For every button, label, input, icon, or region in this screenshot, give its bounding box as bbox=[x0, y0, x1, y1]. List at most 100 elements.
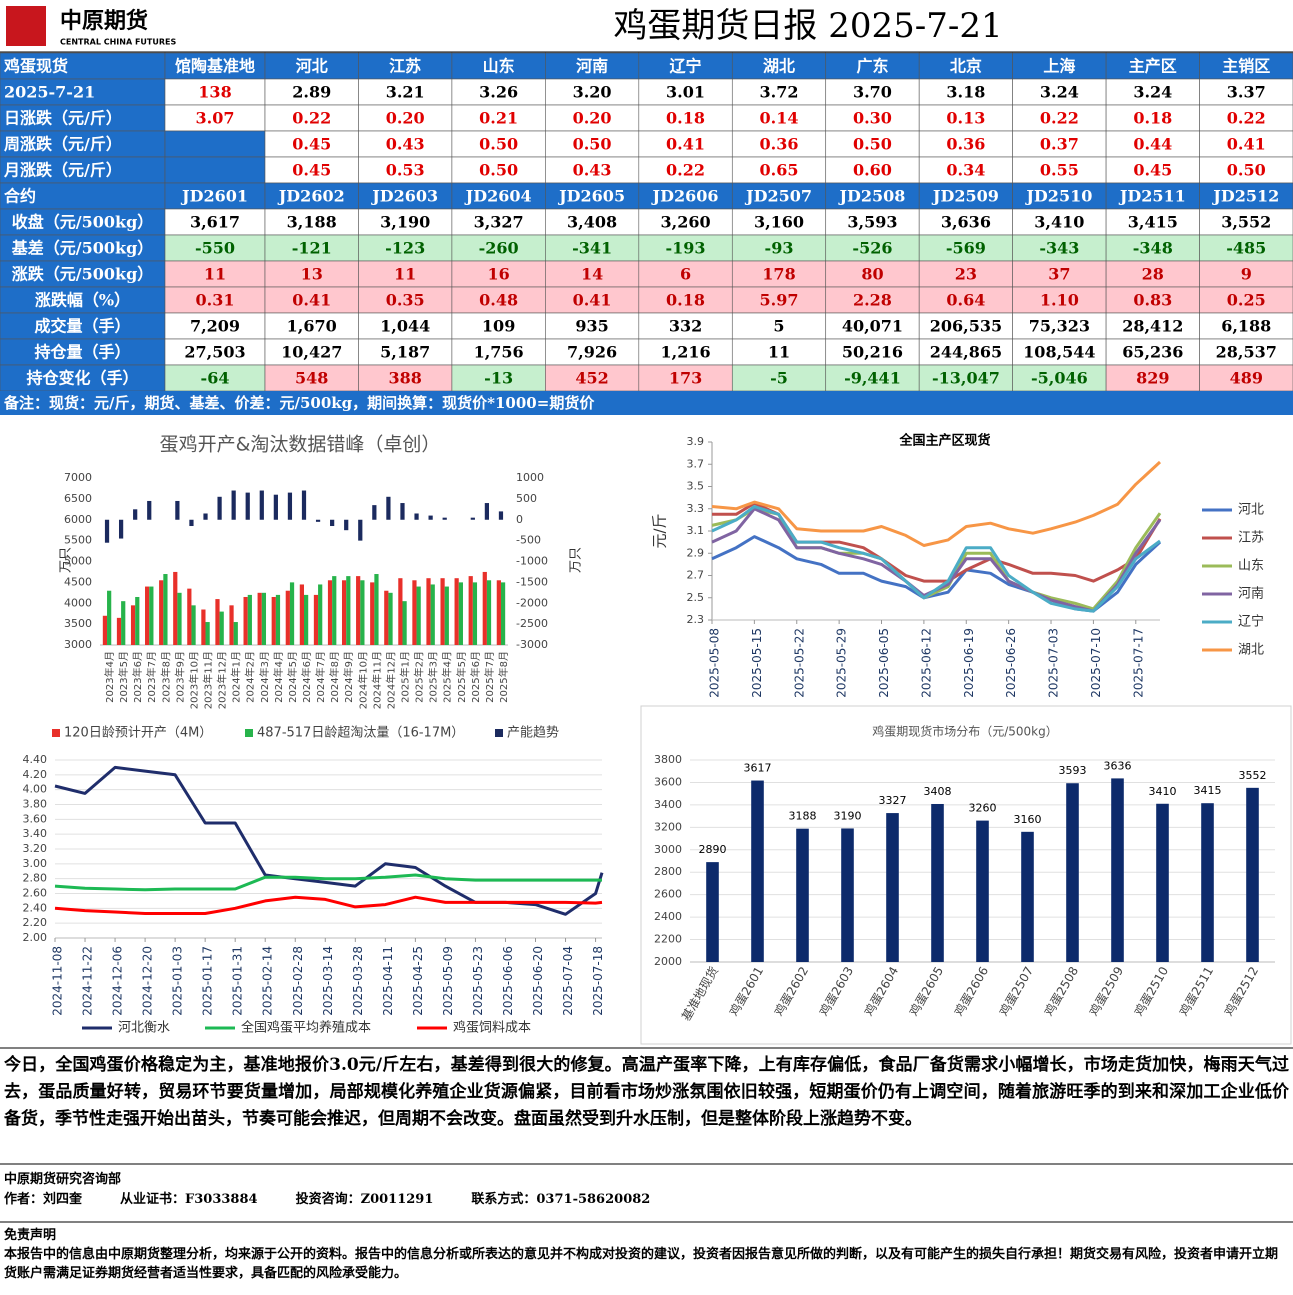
cell-text: 北京 bbox=[950, 57, 982, 76]
bar bbox=[107, 590, 112, 645]
bar bbox=[159, 580, 164, 645]
table-cell bbox=[1012, 234, 1107, 262]
cell-text: 2.89 bbox=[292, 83, 331, 102]
y2-tick-label: 0 bbox=[516, 513, 523, 526]
cell-text: 3.70 bbox=[853, 83, 892, 102]
cell-text: 馆陶基准地 bbox=[175, 57, 255, 76]
bar bbox=[386, 496, 391, 520]
bar bbox=[976, 820, 989, 962]
y-tick-label: 3.7 bbox=[687, 457, 705, 470]
x-tick-label: 2025-05-23 bbox=[471, 946, 485, 1016]
table-cell bbox=[731, 338, 827, 366]
bar bbox=[1246, 787, 1259, 962]
x-tick-label: 2023年5月 bbox=[117, 651, 130, 703]
x-tick-label: 2023年6月 bbox=[131, 651, 144, 703]
y-tick-label: 3600 bbox=[654, 775, 682, 788]
x-tick-label: 2025-06-06 bbox=[501, 946, 515, 1016]
cell-text: 主销区 bbox=[1222, 57, 1270, 76]
table-cell bbox=[731, 78, 827, 106]
table-cell bbox=[731, 260, 827, 288]
bar bbox=[304, 594, 309, 645]
cell-text: 388 bbox=[388, 369, 421, 388]
bar bbox=[1201, 803, 1214, 962]
chart-frame bbox=[640, 705, 1292, 1045]
x-tick-label: 2025-06-26 bbox=[1004, 628, 1018, 698]
cell-text: 0.41 bbox=[292, 291, 331, 310]
cell-text: -343 bbox=[1039, 239, 1079, 258]
bar bbox=[796, 828, 809, 962]
y-tick-label: 5500 bbox=[64, 534, 92, 547]
table-cell bbox=[264, 130, 359, 158]
y-tick-label: 2600 bbox=[654, 888, 682, 901]
table-cell bbox=[545, 208, 640, 236]
y-tick-label: 2.20 bbox=[23, 916, 48, 929]
cell-text: -93 bbox=[765, 239, 794, 258]
cell-text: 3.37 bbox=[1227, 83, 1266, 102]
logo-en: CENTRAL CHINA FUTURES bbox=[60, 38, 176, 47]
y-tick-label: 4000 bbox=[64, 596, 92, 609]
cell-text: 3.20 bbox=[573, 83, 612, 102]
table-cell bbox=[545, 286, 640, 314]
bar bbox=[315, 519, 321, 522]
table-cell bbox=[0, 312, 166, 340]
table-cell bbox=[264, 312, 359, 340]
note-bar bbox=[0, 391, 1293, 415]
cell-text: 2.28 bbox=[853, 291, 892, 310]
bar bbox=[175, 500, 180, 520]
bar bbox=[341, 580, 347, 645]
table-cell bbox=[264, 182, 359, 210]
x-tick-label: 2025-06-12 bbox=[919, 628, 933, 698]
cell-text: 37 bbox=[1048, 265, 1070, 284]
y-tick-label: 2.40 bbox=[23, 901, 48, 914]
table-cell bbox=[264, 260, 359, 288]
table-cell bbox=[731, 156, 827, 184]
x-tick-label: 2025-04-11 bbox=[381, 946, 395, 1016]
cell-text: 0.18 bbox=[1133, 109, 1172, 128]
bar bbox=[219, 611, 224, 645]
cell-text: 3.18 bbox=[946, 83, 985, 102]
contact: 联系方式：0371-58620082 bbox=[471, 1192, 651, 1207]
cell-text: 0.18 bbox=[666, 109, 705, 128]
cell-text: JD2509 bbox=[931, 187, 999, 206]
y2-tick-label: -500 bbox=[516, 534, 541, 547]
bar bbox=[191, 605, 196, 645]
table-cell bbox=[164, 208, 266, 236]
table-cell bbox=[545, 78, 640, 106]
table-cell bbox=[1012, 182, 1107, 210]
table-cell bbox=[1012, 208, 1107, 236]
x-tick-label: 2024年5月 bbox=[286, 651, 299, 703]
cell-text: 0.41 bbox=[1227, 135, 1266, 154]
data-label: 3617 bbox=[744, 762, 772, 775]
cell-text: 0.45 bbox=[292, 135, 331, 154]
cell-text: -485 bbox=[1226, 239, 1266, 258]
table-cell bbox=[918, 260, 1013, 288]
cell-text: 上海 bbox=[1043, 57, 1075, 76]
cell-text: 河南 bbox=[576, 57, 608, 76]
cell-text: -260 bbox=[479, 239, 519, 258]
table-cell bbox=[1105, 52, 1200, 80]
table-cell bbox=[918, 338, 1013, 366]
cell-text: 3,190 bbox=[380, 213, 430, 232]
y-tick-label: 3.80 bbox=[23, 798, 48, 811]
table-cell bbox=[358, 286, 453, 314]
x-tick-label: 2025-05-22 bbox=[792, 628, 806, 698]
x-tick-label: 2024-11-22 bbox=[81, 946, 95, 1016]
x-tick-label: 鸡蛋2601 bbox=[726, 964, 766, 1019]
table-cell bbox=[164, 234, 266, 262]
legend-label: 全国鸡蛋平均养殖成本 bbox=[241, 1020, 371, 1036]
bar bbox=[454, 578, 459, 645]
cell-text: 0.65 bbox=[760, 161, 799, 180]
line bbox=[711, 460, 1162, 547]
cell-text: JD2606 bbox=[651, 187, 719, 206]
table-cell bbox=[545, 364, 640, 392]
y2-tick-label: -2500 bbox=[516, 617, 548, 630]
contacts: 作者：刘四奎 从业证书：F3033884 投资咨询：Z0011291 联系方式：037… bbox=[4, 1190, 1289, 1210]
cell-text: 108,544 bbox=[1023, 343, 1095, 362]
x-tick-label: 2025-04-25 bbox=[411, 946, 425, 1016]
table-cell bbox=[358, 364, 453, 392]
table-cell bbox=[164, 104, 266, 132]
x-tick-label: 2024-12-20 bbox=[141, 946, 155, 1016]
y2-axis-label: 万只 bbox=[569, 547, 584, 573]
y-tick-label: 3000 bbox=[64, 638, 92, 651]
